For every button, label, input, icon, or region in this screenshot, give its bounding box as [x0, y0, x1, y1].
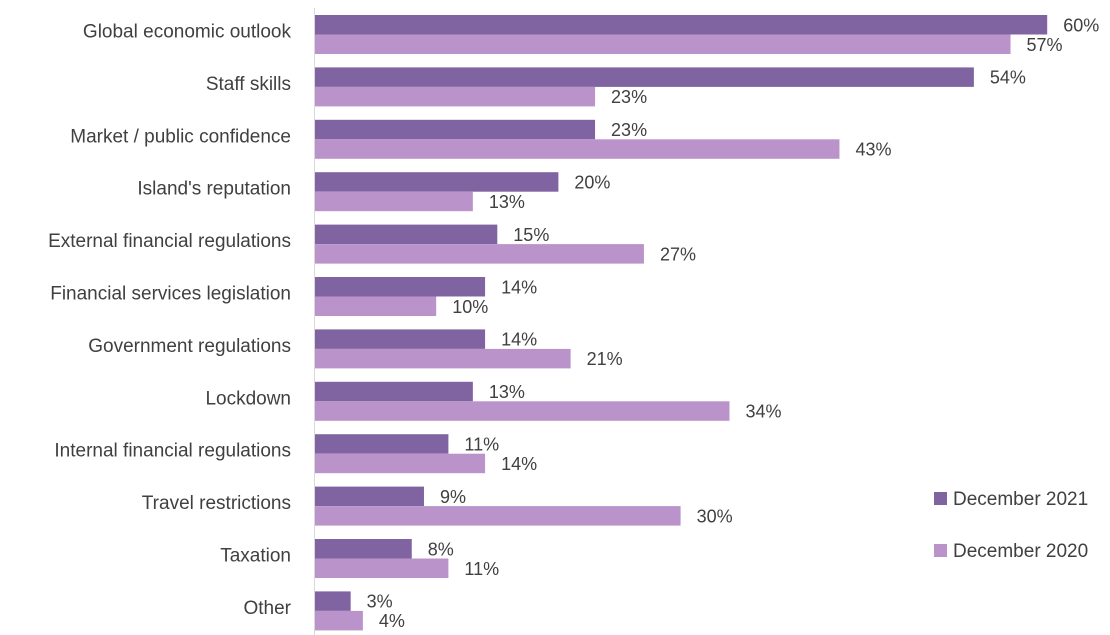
- category-label: Market / public confidence: [70, 126, 291, 147]
- bar: [314, 506, 681, 526]
- bar: [314, 348, 571, 369]
- bar: [314, 381, 473, 402]
- bar: [314, 591, 351, 611]
- data-label: 8%: [428, 539, 454, 559]
- legend-swatch: [934, 492, 947, 505]
- data-label: 30%: [697, 506, 733, 526]
- bar: [314, 453, 486, 474]
- data-label: 13%: [489, 382, 525, 402]
- category-label: Travel restrictions: [142, 493, 291, 514]
- category-label: Financial services legislation: [50, 284, 291, 305]
- bar: [314, 67, 974, 87]
- category-label: Island's reputation: [137, 179, 291, 200]
- bar: [314, 434, 449, 454]
- legend-swatch: [934, 544, 947, 557]
- bar: [314, 224, 498, 245]
- data-label: 27%: [660, 244, 696, 264]
- category-label: External financial regulations: [48, 231, 291, 252]
- value-labels: 60%57%54% 23% 23% 43% 20% 13% 15% 27% 14% 10% 14% 2…: [367, 15, 1100, 631]
- legend-label: December 2020: [953, 541, 1088, 562]
- category-label: Government regulations: [88, 336, 291, 357]
- bar: [314, 191, 473, 212]
- bar: [314, 15, 1048, 35]
- category-label: Global economic outlook: [83, 22, 292, 43]
- data-label: 13%: [489, 192, 525, 212]
- category-label: Other: [243, 598, 291, 619]
- bar: [314, 486, 424, 507]
- data-label: 10%: [452, 297, 488, 317]
- bar: [314, 401, 730, 421]
- data-label: 20%: [574, 172, 610, 192]
- data-label: 14%: [501, 330, 537, 350]
- category-label: Internal financial regulations: [54, 441, 291, 462]
- data-label: 14%: [501, 277, 537, 297]
- bars: [314, 15, 1048, 631]
- legend: December 2021 December 2020: [934, 489, 1088, 562]
- bar: [314, 119, 596, 140]
- legend-label: December 2021: [953, 489, 1088, 510]
- data-label: 11%: [464, 434, 499, 454]
- bar: [314, 610, 363, 631]
- data-label: 11%: [464, 559, 499, 579]
- data-label: 57%: [1027, 35, 1063, 55]
- bar: [314, 34, 1011, 54]
- bar: [314, 558, 449, 578]
- data-label: 3%: [367, 592, 393, 612]
- bar: [314, 244, 644, 264]
- data-label: 23%: [611, 120, 647, 140]
- bar: [314, 277, 486, 297]
- data-label: 54%: [990, 68, 1026, 88]
- data-label: 21%: [587, 349, 623, 369]
- data-label: 14%: [501, 454, 537, 474]
- bar: [314, 296, 437, 316]
- category-label: Staff skills: [206, 74, 291, 95]
- data-label: 4%: [379, 611, 405, 631]
- data-label: 15%: [513, 225, 549, 245]
- bar: [314, 86, 596, 107]
- bar: [314, 329, 486, 349]
- bar: [314, 172, 559, 192]
- data-label: 9%: [440, 487, 466, 507]
- data-label: 60%: [1063, 15, 1099, 35]
- bar: [314, 539, 412, 559]
- category-label: Lockdown: [205, 388, 291, 409]
- category-labels: Global economic outlook Staff skills Marke…: [48, 22, 292, 619]
- bar: [314, 139, 840, 159]
- data-label: 43%: [855, 140, 891, 160]
- category-label: Taxation: [220, 546, 291, 567]
- data-label: 23%: [611, 87, 647, 107]
- data-label: 34%: [745, 402, 781, 422]
